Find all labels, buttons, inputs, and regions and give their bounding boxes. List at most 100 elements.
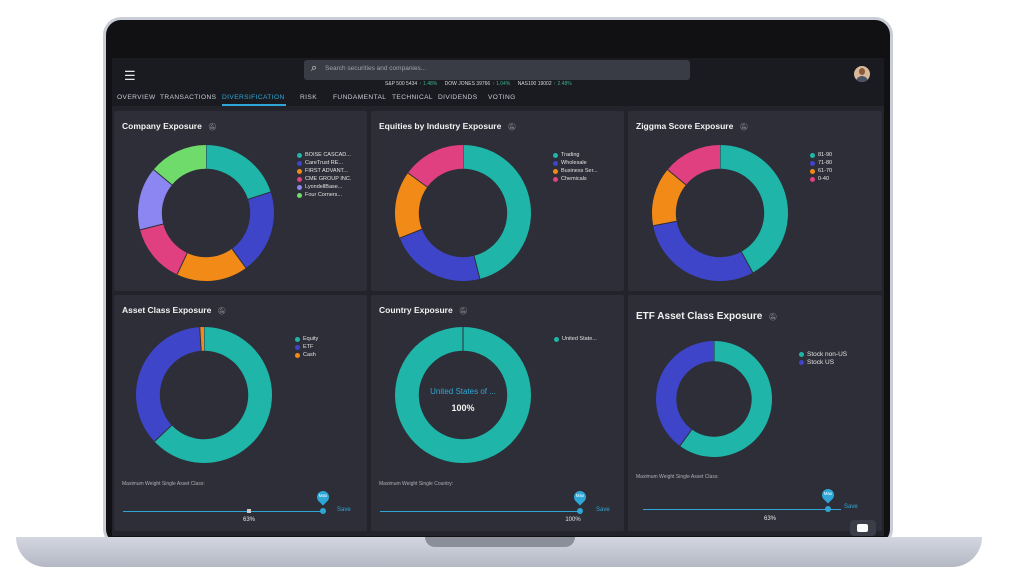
donut-slice-4[interactable]	[667, 145, 720, 185]
weight-slider-track[interactable]	[123, 511, 323, 512]
bell-off-icon[interactable]: 🔕︎	[768, 314, 778, 321]
legend-item[interactable]: United State...	[554, 335, 597, 343]
slice-separator	[176, 252, 188, 275]
legend-item[interactable]: Stock non-US	[799, 350, 847, 358]
tab-fundamental[interactable]: FUNDAMENTAL	[333, 94, 387, 101]
tab-dividends[interactable]: DIVIDENDS	[438, 94, 478, 101]
legend-dot-icon	[810, 152, 815, 158]
legend-item[interactable]: LyondellBase...	[297, 183, 351, 191]
legend-dot-icon	[553, 176, 558, 182]
slice-separator	[140, 223, 164, 231]
legend-dot-icon	[297, 160, 302, 166]
slice-separator	[473, 255, 481, 279]
slice-separator	[154, 424, 173, 442]
card-title: Country Exposure 🔕︎	[379, 305, 468, 315]
legend-item[interactable]: 61-70	[810, 167, 832, 175]
legend-item[interactable]: Stock US	[799, 358, 847, 366]
legend-item[interactable]: ETF	[295, 343, 318, 351]
tab-risk[interactable]: RISK	[300, 94, 317, 101]
legend-item[interactable]: Four Corners...	[297, 191, 351, 199]
ticker-name: DOW JONES 39766	[444, 81, 491, 87]
donut-slice-6[interactable]	[153, 145, 206, 185]
card-title: Ziggma Score Exposure 🔕︎	[636, 121, 749, 131]
legend-dot-icon	[553, 168, 558, 174]
legend-label: ETF	[303, 344, 314, 350]
tab-transactions[interactable]: TRANSACTIONS	[160, 94, 217, 101]
donut-slice-3[interactable]	[177, 248, 246, 281]
legend-label: CareTrust RE...	[305, 160, 343, 166]
market-ticker: S&P 500 5434 ↑ 1.48% DOW JONES 39766 ↑ 1.0…	[385, 81, 578, 87]
weight-slider-knob[interactable]	[577, 508, 583, 514]
donut-slice-2[interactable]	[656, 341, 714, 446]
donut-slice-4[interactable]	[140, 223, 188, 275]
chat-button[interactable]	[850, 520, 876, 536]
industry-donut-chart	[395, 145, 531, 281]
donut-slice-3[interactable]	[199, 327, 204, 351]
save-button[interactable]: Save	[596, 507, 610, 513]
donut-slice-1[interactable]	[679, 341, 772, 457]
ticker-name: NAS100 19002	[517, 81, 552, 87]
save-button[interactable]: Save	[844, 504, 858, 510]
legend-item[interactable]: Chemicals	[553, 175, 598, 183]
legend-label: Chemicals	[561, 176, 587, 182]
legend-item[interactable]: CME GROUP INC.	[297, 175, 351, 183]
legend-item[interactable]: Wholesale	[553, 159, 598, 167]
legend-item[interactable]: Business Ser...	[553, 167, 598, 175]
top-bar: ☰ ⌕ Search securities and companies... S…	[112, 58, 884, 92]
tab-bar: OVERVIEW TRANSACTIONS DIVERSIFICATION RI…	[112, 92, 884, 106]
weight-percent: 63%	[763, 516, 776, 522]
bell-off-icon[interactable]: 🔕︎	[207, 124, 217, 131]
donut-slice-1[interactable]	[154, 327, 272, 463]
weight-slider-track[interactable]	[380, 511, 580, 512]
legend-item[interactable]: Equity	[295, 335, 318, 343]
donut-slice-2[interactable]	[136, 327, 202, 442]
donut-slice-2[interactable]	[231, 191, 274, 269]
tab-voting[interactable]: VOTING	[488, 94, 516, 101]
search-input[interactable]: Search securities and companies...	[325, 65, 427, 72]
donut-slice-4[interactable]	[407, 145, 463, 188]
legend-label: CME GROUP INC.	[305, 176, 352, 182]
donut-slice-1[interactable]	[463, 145, 531, 279]
tab-technical[interactable]: TECHNICAL	[392, 94, 433, 101]
legend-item[interactable]: 81-90	[810, 151, 832, 159]
legend-item[interactable]: CareTrust RE...	[297, 159, 351, 167]
bell-off-icon[interactable]: 🔕︎	[458, 308, 468, 315]
donut-slice-5[interactable]	[138, 169, 172, 230]
bell-off-icon[interactable]: 🔕︎	[739, 124, 749, 131]
legend-dot-icon	[799, 359, 804, 365]
legend-dot-icon	[295, 344, 300, 350]
legend-item[interactable]: FIRST ADVANT...	[297, 167, 351, 175]
bell-off-icon[interactable]: 🔕︎	[217, 308, 227, 315]
save-button[interactable]: Save	[337, 507, 351, 513]
legend-label: 0-40	[818, 176, 830, 182]
tab-overview[interactable]: OVERVIEW	[117, 94, 156, 101]
donut-slice-3[interactable]	[652, 169, 686, 226]
donut-slice-2[interactable]	[399, 229, 480, 281]
laptop-notch	[425, 537, 575, 547]
legend-item[interactable]: BOISE CASCAD...	[297, 151, 351, 159]
legend-item[interactable]: 0-40	[810, 175, 832, 183]
donut-slice-2[interactable]	[653, 221, 753, 281]
avatar[interactable]	[854, 66, 870, 82]
weight-slider-track[interactable]	[643, 509, 841, 510]
legend-label: Cash	[303, 352, 316, 358]
weight-slider-knob[interactable]	[825, 506, 831, 512]
legend-dot-icon	[553, 160, 558, 166]
weight-slider-knob[interactable]	[320, 508, 326, 514]
menu-icon[interactable]: ☰	[124, 68, 136, 83]
slice-separator	[653, 220, 677, 227]
tab-diversification[interactable]: DIVERSIFICATION	[222, 94, 285, 101]
legend-item[interactable]: Trading	[553, 151, 598, 159]
legend-item[interactable]: Cash	[295, 351, 318, 359]
legend-dot-icon	[297, 192, 302, 198]
donut-slice-1[interactable]	[206, 145, 271, 200]
donut-slice-1[interactable]	[720, 145, 788, 273]
donut-slice-3[interactable]	[395, 173, 428, 239]
slice-separator	[740, 251, 754, 273]
legend-item[interactable]: 71-80	[810, 159, 832, 167]
bell-off-icon[interactable]: 🔕︎	[507, 124, 517, 131]
slider-label: Maximum Weight Single Asset Class:	[636, 474, 719, 480]
slice-separator	[199, 327, 202, 351]
search-box[interactable]: ⌕ Search securities and companies...	[304, 60, 690, 80]
